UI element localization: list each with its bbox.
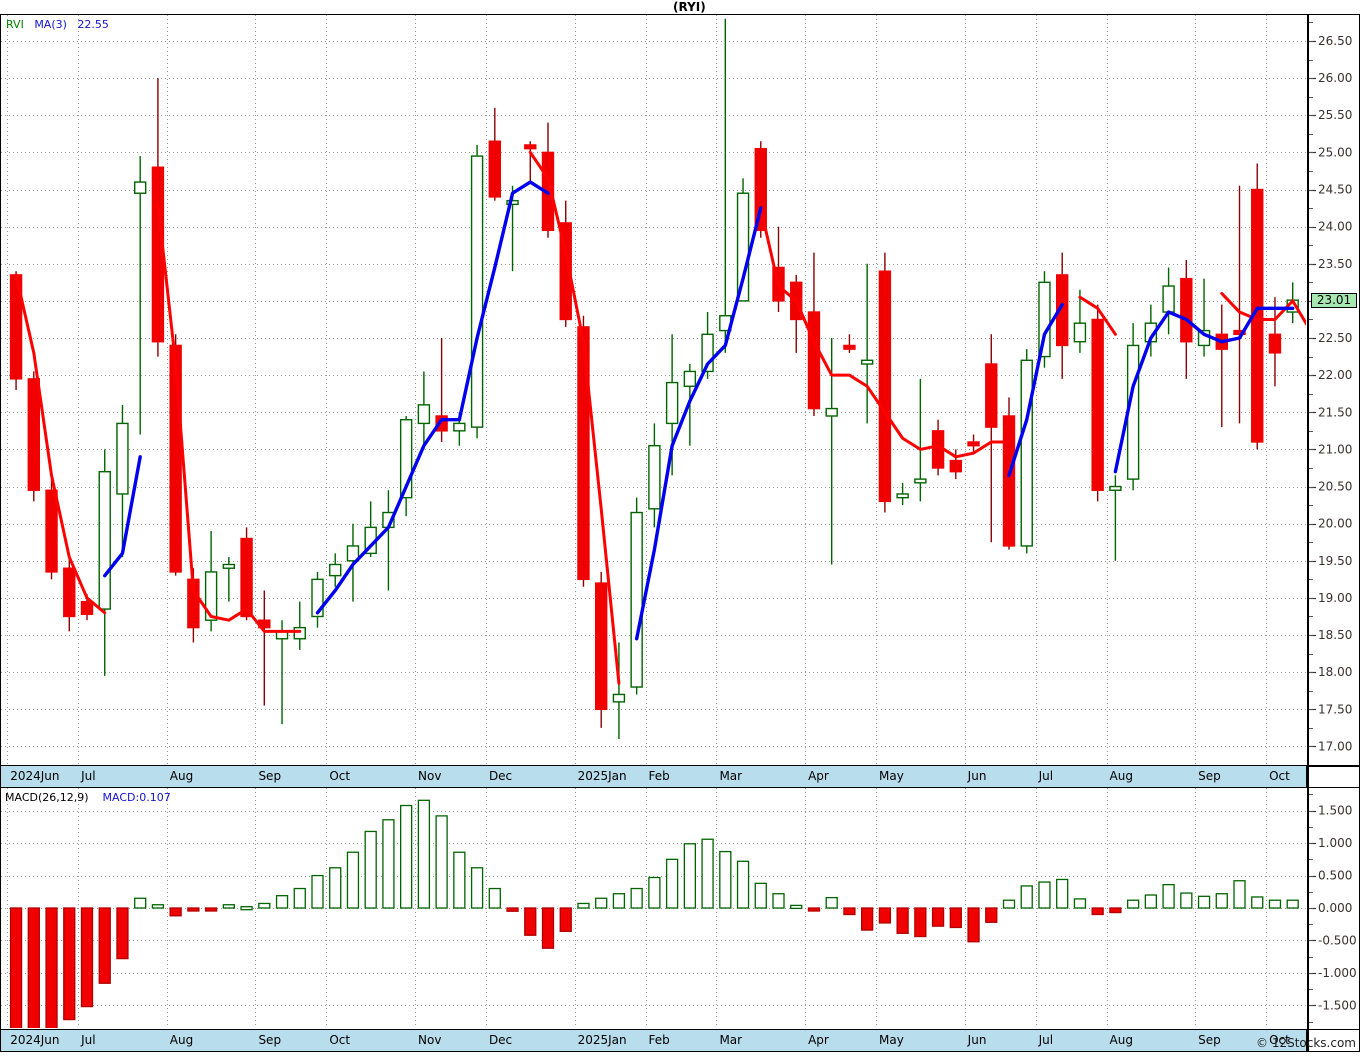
svg-text:0.000: 0.000 (1318, 901, 1352, 915)
date-tick-label: Oct (1269, 769, 1290, 783)
date-tick-label: May (879, 1033, 904, 1047)
macd-y-axis: 1.500 1.000 0.500 0.000 -0.500 -1.000 -1.500 (1307, 788, 1360, 1030)
date-tick-label: Sep (1198, 1033, 1221, 1047)
date-tick-label: Aug (1109, 769, 1133, 783)
legend-ma-value: 22.55 (77, 18, 109, 31)
svg-text:1.000: 1.000 (1318, 836, 1352, 850)
svg-text:-0.500: -0.500 (1318, 933, 1357, 947)
date-tick-label: Jul (81, 1033, 96, 1047)
date-axis-bottom: 2024Jun Jul Aug Sep Oct Nov Dec 2025Jan Feb Mar Ap… (0, 1030, 1307, 1052)
copyright-credit: © 12Stocks.com (1256, 1036, 1356, 1050)
svg-text:26.00: 26.00 (1318, 71, 1352, 85)
date-tick-label: Jun (967, 769, 987, 783)
svg-text:17.00: 17.00 (1318, 739, 1352, 753)
price-plot-area (1, 15, 1306, 765)
date-tick-label: Oct (329, 1033, 351, 1047)
svg-text:1.500: 1.500 (1318, 804, 1352, 818)
svg-text:19.50: 19.50 (1318, 554, 1352, 568)
svg-text:20.50: 20.50 (1318, 480, 1352, 494)
date-tick-label: Aug (1109, 1033, 1133, 1047)
legend-indicator-name: RVI (6, 18, 24, 31)
svg-text:21.50: 21.50 (1318, 405, 1352, 419)
date-tick-label: 2025Jan (577, 1033, 627, 1047)
price-legend: RVI MA(3) 22.55 (6, 18, 109, 31)
svg-text:25.00: 25.00 (1318, 145, 1352, 159)
date-tick-label: Jul (1038, 1033, 1054, 1047)
date-tick-label: Sep (258, 769, 282, 783)
svg-text:0.500: 0.500 (1318, 869, 1352, 883)
svg-text:-1.000: -1.000 (1318, 966, 1357, 980)
svg-text:18.50: 18.50 (1318, 628, 1352, 642)
svg-text:18.00: 18.00 (1318, 665, 1352, 679)
svg-text:23.50: 23.50 (1318, 257, 1352, 271)
date-tick-label: Jul (1038, 769, 1054, 783)
macd-value-label: MACD:0.107 (102, 791, 171, 804)
date-tick-label: Mar (719, 769, 743, 783)
title-bar: (RYI) (0, 0, 1360, 14)
date-tick-label: Nov (418, 769, 442, 783)
date-tick-label: Apr (808, 769, 829, 783)
date-tick-label: Apr (808, 1033, 829, 1047)
date-tick-label: Aug (169, 769, 194, 783)
date-tick-label: Jun (967, 1033, 987, 1047)
date-tick-label: 2024Jun (10, 769, 60, 783)
svg-text:24.00: 24.00 (1318, 220, 1352, 234)
legend-ma-label: MA(3) (34, 18, 67, 31)
date-tick-label: Nov (418, 1033, 442, 1047)
svg-text:22.00: 22.00 (1318, 368, 1352, 382)
date-tick-label: 2024Jun (10, 1033, 60, 1047)
svg-text:24.50: 24.50 (1318, 183, 1352, 197)
macd-chart-panel[interactable]: MACD(26,12,9) MACD:0.107 (0, 788, 1307, 1030)
date-tick-label: Jul (81, 769, 96, 783)
svg-text:19.00: 19.00 (1318, 591, 1352, 605)
date-tick-label: Dec (488, 769, 513, 783)
date-axis-top-right-spacer (1307, 766, 1360, 788)
macd-params-label: MACD(26,12,9) (5, 791, 89, 804)
date-tick-label: Aug (169, 1033, 194, 1047)
svg-text:-1.500: -1.500 (1318, 998, 1357, 1012)
date-tick-label: Oct (1269, 1033, 1290, 1047)
date-tick-label: Feb (648, 769, 670, 783)
macd-plot-area (1, 788, 1306, 1028)
page-title: (RYI) (673, 0, 706, 14)
date-tick-label: Dec (488, 1033, 513, 1047)
macd-legend: MACD(26,12,9) MACD:0.107 (5, 791, 171, 804)
svg-text:21.00: 21.00 (1318, 442, 1352, 456)
price-y-axis: 26.5026.0025.5025.0024.5024.0023.5023.00… (1307, 14, 1360, 766)
svg-text:25.50: 25.50 (1318, 108, 1352, 122)
date-tick-label: Sep (1198, 769, 1221, 783)
svg-text:26.50: 26.50 (1318, 34, 1352, 48)
last-price-badge: 23.01 (1311, 293, 1357, 309)
date-tick-label: Oct (329, 769, 351, 783)
svg-text:20.00: 20.00 (1318, 517, 1352, 531)
date-tick-label: Mar (719, 1033, 743, 1047)
price-chart-panel[interactable]: RVI MA(3) 22.55 (0, 14, 1307, 766)
svg-text:22.50: 22.50 (1318, 331, 1352, 345)
date-axis-top: 2024Jun Jul Aug Sep Oct Nov Dec 2025Jan Feb Mar Ap… (0, 766, 1307, 788)
date-tick-label: 2025Jan (577, 769, 627, 783)
date-tick-label: Feb (648, 1033, 670, 1047)
date-tick-label: May (879, 769, 904, 783)
svg-text:17.50: 17.50 (1318, 702, 1352, 716)
date-tick-label: Sep (258, 1033, 282, 1047)
